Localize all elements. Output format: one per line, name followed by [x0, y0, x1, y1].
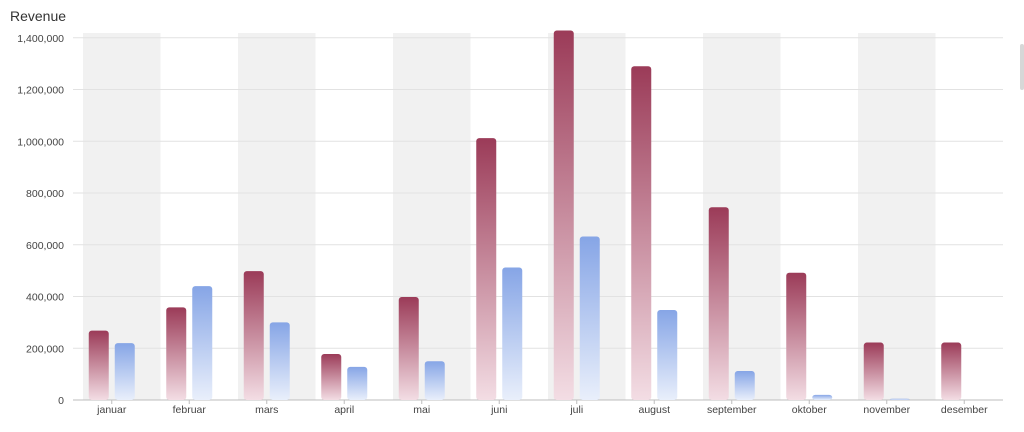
- bar-series-1: [321, 353, 342, 400]
- bar-series-2: [889, 398, 910, 400]
- bar-series-2: [502, 267, 523, 400]
- y-tick-label: 1,000,000: [17, 136, 64, 148]
- bar-series-1: [863, 342, 884, 400]
- y-tick-label: 800,000: [26, 188, 64, 200]
- x-tick-label: februar: [173, 404, 207, 416]
- bar-series-2: [114, 343, 135, 400]
- bar-series-1: [166, 307, 187, 400]
- x-tick-label: juli: [569, 404, 583, 416]
- x-tick-label: april: [334, 404, 354, 416]
- bar-series-2: [269, 322, 290, 400]
- scrollbar-thumb[interactable]: [1020, 44, 1024, 90]
- x-tick-label: november: [863, 404, 910, 416]
- category-band: [858, 33, 936, 400]
- bar-series-1: [553, 30, 574, 400]
- bar-series-1: [88, 330, 109, 400]
- x-tick-label: oktober: [792, 404, 828, 416]
- y-tick-label: 400,000: [26, 292, 64, 304]
- x-tick-label: august: [638, 404, 670, 416]
- bar-series-1: [708, 207, 729, 400]
- chart-title: Revenue: [10, 8, 67, 24]
- bar-series-1: [631, 66, 652, 400]
- x-tick-label: mars: [255, 404, 278, 416]
- x-tick-label: januar: [96, 404, 127, 416]
- x-tick-label: desember: [941, 404, 988, 416]
- bar-series-2: [424, 361, 445, 400]
- y-tick-label: 1,200,000: [17, 85, 64, 97]
- bar-series-2: [192, 286, 213, 400]
- bar-series-1: [941, 342, 962, 400]
- y-tick-label: 0: [58, 395, 64, 407]
- bar-series-2: [347, 366, 368, 400]
- x-tick-label: september: [707, 404, 757, 416]
- bar-series-1: [476, 138, 497, 400]
- bar-series-2: [734, 371, 755, 400]
- x-tick-label: mai: [413, 404, 430, 416]
- y-tick-label: 600,000: [26, 240, 64, 252]
- x-tick-label: juni: [490, 404, 507, 416]
- bar-series-2: [579, 236, 600, 400]
- y-tick-label: 1,400,000: [17, 33, 64, 45]
- y-tick-label: 200,000: [26, 343, 64, 355]
- bar-series-1: [398, 297, 419, 400]
- bar-series-1: [243, 271, 264, 400]
- bar-series-1: [786, 272, 807, 400]
- bar-series-2: [657, 309, 678, 400]
- bar-series-2: [812, 394, 833, 400]
